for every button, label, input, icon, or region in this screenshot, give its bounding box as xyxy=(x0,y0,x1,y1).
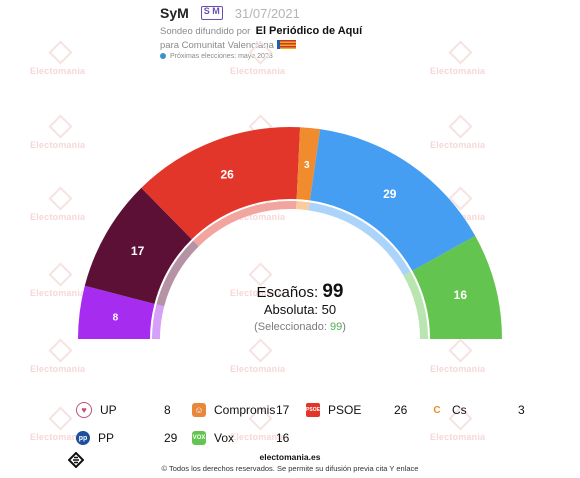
poll-header: SyM S M 31/07/2021 Sondeo difundido por … xyxy=(160,4,362,60)
legend-party-name: Cs xyxy=(452,403,467,417)
legend-party-name: PSOE xyxy=(328,403,362,417)
legend-party-name: Compromis xyxy=(214,403,276,417)
next-elections: Próximas elecciones: mayo 2023 xyxy=(160,53,362,60)
watermark-text: Electomania xyxy=(430,140,486,150)
legend-item-up[interactable]: ♥ UP xyxy=(76,402,117,418)
watermark-text: Electomania xyxy=(430,66,486,76)
legend-seats-cs: 3 xyxy=(518,403,525,417)
inner-ring-up xyxy=(152,304,165,339)
watermark-text: Electomania xyxy=(230,288,286,298)
seat-segment-up xyxy=(78,285,155,339)
inner-ring-compromis xyxy=(156,240,199,307)
vox-icon: VOX xyxy=(192,431,206,445)
legend-item-compromis[interactable]: ☺ Compromis xyxy=(192,402,275,418)
legend-party-name: Vox xyxy=(214,431,235,445)
pollster-name: SyM xyxy=(160,5,189,21)
legend-item-vox[interactable]: VOX Vox xyxy=(192,430,234,446)
poll-date: 31/07/2021 xyxy=(234,5,300,21)
compromis-icon: ☺ xyxy=(192,403,206,417)
inner-ring-psoe xyxy=(193,201,297,247)
watermark-text: Electomania xyxy=(430,364,486,374)
footer-site[interactable]: electomania.es xyxy=(259,452,321,462)
seat-label-vox: 16 xyxy=(454,288,468,302)
seat-label-cs: 3 xyxy=(304,160,310,171)
legend-seats-up: 8 xyxy=(164,403,171,417)
cs-icon: C xyxy=(430,403,444,417)
seat-segment-psoe xyxy=(141,127,301,240)
majority: Absoluta: 50 xyxy=(263,302,337,317)
up-heart-icon: ♥ xyxy=(76,402,92,418)
watermark-text: Electomania xyxy=(30,66,86,76)
psoe-icon: PSOE xyxy=(306,403,320,417)
watermark-text: Electomania xyxy=(230,212,286,222)
watermark-text: Electomania xyxy=(30,140,86,150)
seat-label-compromis: 17 xyxy=(131,244,145,258)
legend-item-cs[interactable]: C Cs xyxy=(430,402,467,418)
selected-value: 99 xyxy=(329,321,343,333)
seat-segment-pp xyxy=(309,129,476,271)
total-seats: Escaños: 99 xyxy=(256,281,344,302)
footer-copyright: © Todos los derechos reservados. Se perm… xyxy=(161,464,419,473)
watermark-text: Electomania xyxy=(30,432,86,442)
legend-seats-psoe: 26 xyxy=(394,403,408,417)
electomania-logo-icon xyxy=(68,452,84,468)
seat-segment-cs xyxy=(296,127,321,201)
seat-label-up: 8 xyxy=(113,313,119,324)
pollster-logo-icon: S M xyxy=(200,6,223,20)
pp-icon: pp xyxy=(76,431,90,445)
inner-ring-cs xyxy=(296,201,310,211)
majority-value: 50 xyxy=(321,302,337,317)
inner-ring-pp xyxy=(308,202,411,276)
legend-item-psoe[interactable]: PSOE PSOE xyxy=(306,402,361,418)
legend-seats-pp: 29 xyxy=(164,431,178,445)
seat-segment-vox xyxy=(412,235,502,339)
watermark-text: Electomania xyxy=(30,364,86,374)
watermark-text: Electomania xyxy=(30,212,86,222)
watermark-text: Electomania xyxy=(30,288,86,298)
globe-icon xyxy=(160,53,166,59)
watermark-text: Electomania xyxy=(230,364,286,374)
seat-segment-compromis xyxy=(84,187,192,304)
watermark-text: Electomania xyxy=(230,66,286,76)
poll-source: Sondeo difundido por El Periódico de Aqu… xyxy=(160,25,363,37)
watermark-text: Electomania xyxy=(230,432,286,442)
poll-region: para Comunitat Valenciana xyxy=(160,40,362,51)
inner-ring-vox xyxy=(403,271,428,339)
watermark-text: Electomania xyxy=(430,432,486,442)
seat-label-pp: 29 xyxy=(383,187,397,201)
source-name: El Periódico de Aquí xyxy=(255,25,363,37)
legend-item-pp[interactable]: pp PP xyxy=(76,430,114,446)
legend-party-name: PP xyxy=(98,431,115,445)
valencian-flag-icon xyxy=(276,40,296,49)
legend-seats-compromis: 17 xyxy=(276,403,290,417)
legend-party-name: UP xyxy=(100,403,117,417)
legend-seats-vox: 16 xyxy=(276,431,290,445)
selected-seats: (Seleccionado: 99) xyxy=(254,321,346,333)
seat-label-psoe: 26 xyxy=(221,168,235,182)
total-seats-value: 99 xyxy=(322,281,344,302)
